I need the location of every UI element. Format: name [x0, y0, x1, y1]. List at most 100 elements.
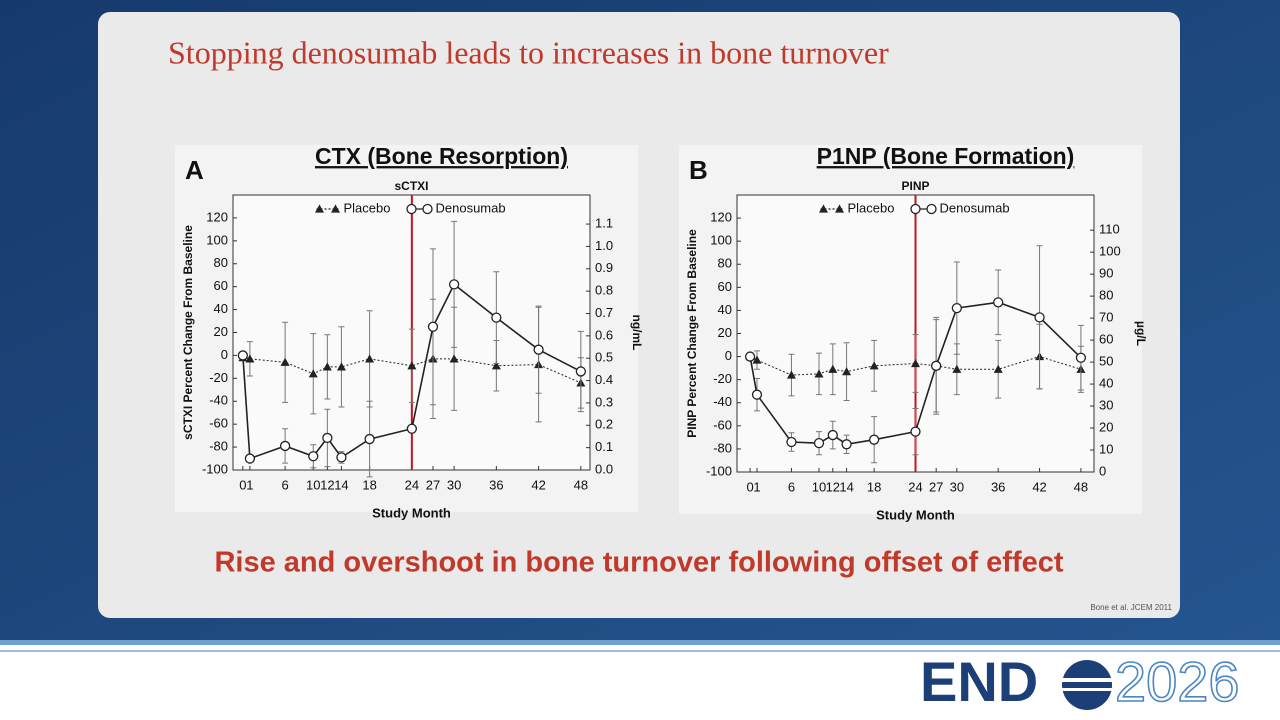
data-point [322, 362, 332, 371]
x-tick-label: 10 [812, 479, 826, 494]
y2-tick-label: 1.1 [595, 216, 613, 231]
x-tick-label: 1 [246, 477, 253, 492]
data-point [911, 359, 920, 368]
y-tick-label: 80 [214, 255, 228, 270]
y2-axis-label: µg/L [1134, 321, 1148, 346]
y-tick-label: -60 [209, 416, 228, 431]
legend-marker [422, 203, 433, 215]
y2-tick-label: 0.0 [595, 461, 613, 476]
y-axis-label: sCTXI Percent Change From Baseline [181, 225, 195, 440]
data-point [951, 302, 963, 314]
x-tick-label: 48 [574, 477, 588, 492]
data-point [931, 360, 942, 371]
y2-tick-label: 0.5 [595, 350, 613, 365]
x-axis-label: Study Month [372, 505, 451, 520]
x-tick-label: 30 [447, 477, 461, 492]
y-tick-label: -100 [202, 461, 228, 476]
y-tick-label: -20 [209, 370, 228, 385]
x-tick-label: 36 [489, 477, 503, 492]
y-tick-label: -80 [713, 440, 732, 455]
citation: Bone et al. JCEM 2011 [1090, 603, 1172, 612]
x-tick-label: 30 [950, 479, 964, 494]
x-tick-label: 0 [746, 479, 753, 494]
y2-tick-label: 1.0 [595, 238, 613, 253]
x-tick-label: 1 [753, 479, 760, 494]
y-tick-label: -100 [706, 463, 732, 478]
y2-tick-label: 100 [1099, 244, 1121, 259]
legend-label: Denosumab [940, 200, 1010, 215]
legend-marker [910, 203, 921, 215]
y-tick-label: 100 [206, 232, 228, 247]
x-tick-label: 27 [929, 479, 943, 494]
chart-title: PINP [901, 179, 929, 193]
data-point [237, 350, 249, 361]
data-point [868, 434, 880, 445]
data-point [910, 426, 921, 437]
legend-label: Placebo [344, 200, 391, 215]
y-tick-label: -40 [209, 393, 228, 408]
data-point [1034, 312, 1045, 323]
logo-year: 2026 [1115, 650, 1240, 713]
y-tick-label: 100 [710, 233, 732, 248]
data-point [533, 344, 544, 355]
y2-tick-label: 0.4 [595, 372, 613, 387]
data-point [575, 366, 586, 377]
y-tick-label: 40 [718, 302, 732, 317]
y2-tick-label: 0.3 [595, 394, 613, 409]
x-tick-label: 48 [1074, 479, 1088, 494]
data-point [244, 453, 256, 464]
data-point [744, 351, 756, 362]
slide-title: Stopping denosumab leads to increases in… [168, 34, 889, 70]
y2-tick-label: 80 [1099, 288, 1113, 303]
x-tick-label: 6 [788, 479, 795, 494]
x-tick-label: 12 [826, 479, 840, 494]
data-point [245, 354, 255, 363]
data-point [407, 361, 417, 370]
logo-icon [1060, 660, 1116, 710]
data-point [427, 321, 439, 332]
panel-heading: P1NP (Bone Formation) [817, 143, 1075, 169]
y-tick-label: 0 [221, 347, 228, 362]
x-tick-label: 24 [908, 479, 922, 494]
y-tick-label: 0 [725, 348, 732, 363]
legend-marker [835, 204, 844, 213]
data-point [322, 432, 333, 444]
data-point [993, 297, 1004, 308]
data-point [449, 354, 459, 363]
data-point [365, 354, 375, 363]
stripe [0, 640, 1280, 645]
x-tick-label: 10 [306, 477, 320, 492]
y-tick-label: 80 [718, 256, 732, 271]
y2-axis-label: ng/mL [630, 315, 644, 351]
y2-tick-label: 90 [1099, 266, 1113, 281]
panel-letter: A [185, 155, 204, 185]
data-point [869, 361, 879, 370]
legend-marker [406, 203, 417, 215]
x-tick-label: 14 [334, 477, 348, 492]
y2-tick-label: 30 [1099, 397, 1113, 412]
data-point [786, 436, 797, 448]
data-point [491, 312, 502, 323]
y2-tick-label: 0.6 [595, 327, 613, 342]
legend-label: Placebo [848, 200, 895, 215]
data-point [841, 439, 852, 450]
logo-text: END [920, 650, 1038, 713]
x-tick-label: 42 [1032, 479, 1046, 494]
data-point [364, 433, 375, 445]
legend-marker [331, 204, 340, 213]
x-tick-label: 6 [281, 477, 288, 492]
x-tick-label: 14 [839, 479, 853, 494]
data-point [993, 364, 1003, 373]
chart-title: sCTXI [394, 179, 428, 193]
data-point [842, 367, 852, 376]
x-axis-label: Study Month [876, 507, 955, 522]
y2-tick-label: 20 [1099, 419, 1113, 434]
y2-tick-label: 0 [1099, 463, 1106, 478]
y2-tick-label: 70 [1099, 310, 1113, 325]
x-tick-label: 12 [320, 477, 334, 492]
data-point [279, 440, 291, 452]
data-point [308, 369, 318, 378]
y-tick-label: 20 [718, 325, 732, 340]
y2-tick-label: 0.1 [595, 439, 613, 454]
